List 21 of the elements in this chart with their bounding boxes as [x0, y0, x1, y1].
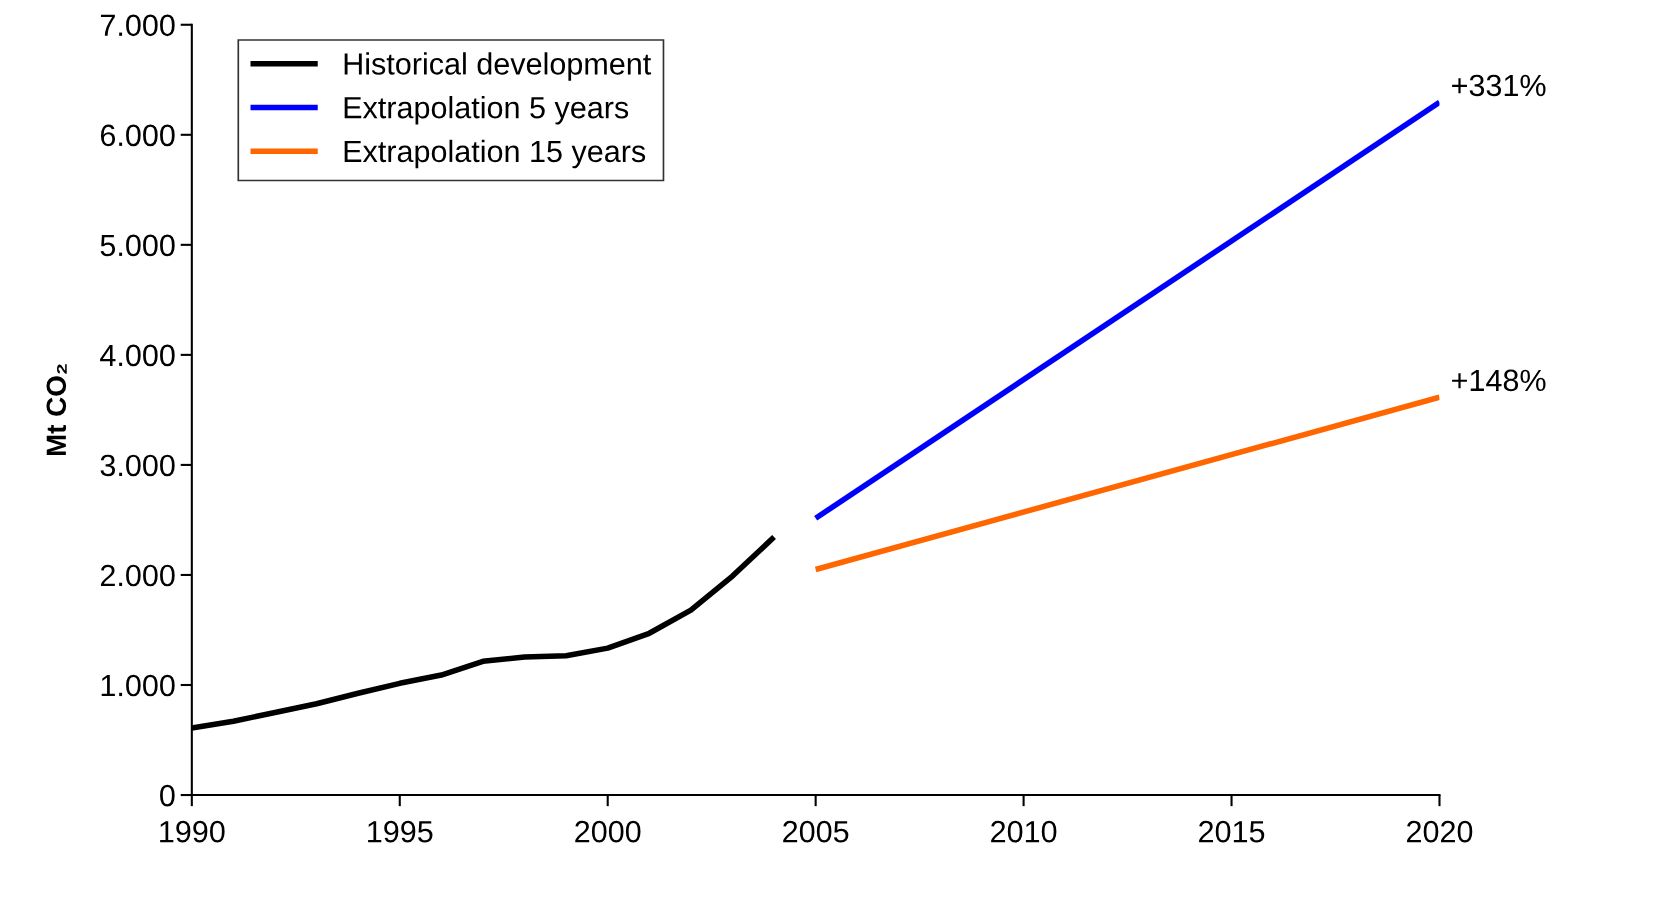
x-tick-label: 2000 — [575, 820, 641, 843]
x-tick-label: 1990 — [160, 820, 225, 843]
y-tick-label: 0 — [160, 784, 175, 807]
x-tick-label: 1995 — [368, 820, 433, 843]
x-tick-label: 2015 — [1199, 820, 1265, 843]
y-tick-label: 7.000 — [100, 14, 175, 37]
y-tick-label: 3.000 — [100, 454, 175, 477]
y-tick-label: 5.000 — [100, 234, 175, 257]
annotation: +148% — [1452, 369, 1546, 392]
y-tick-label: 1.000 — [101, 674, 175, 697]
y-axis-title: Mt CO₂ — [46, 364, 67, 456]
y-tick-label: 2.000 — [100, 564, 175, 587]
annotation: +331% — [1452, 74, 1546, 97]
legend-label: Historical development — [344, 52, 652, 81]
x-tick-label: 2020 — [1407, 820, 1473, 843]
x-tick-label: 2005 — [783, 820, 849, 843]
legend-label: Extrapolation 15 years — [344, 139, 646, 169]
y-tick-label: 6.000 — [100, 124, 175, 147]
x-tick-label: 2010 — [991, 820, 1057, 843]
legend-label: Extrapolation 5 years — [344, 96, 629, 125]
y-tick-label: 4.000 — [100, 344, 175, 367]
